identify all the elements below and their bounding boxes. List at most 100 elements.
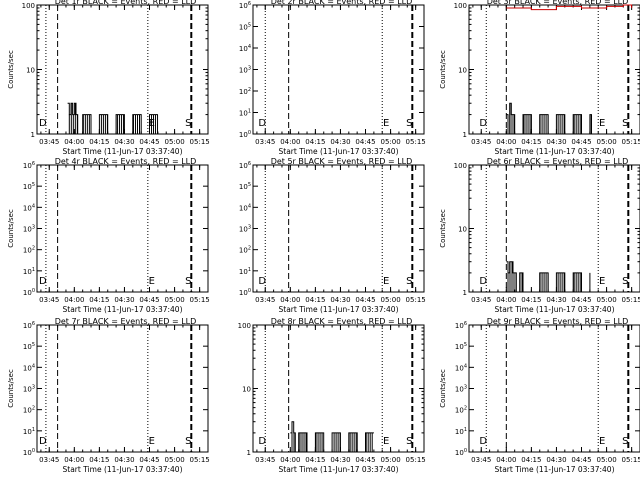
events-trace	[290, 421, 374, 453]
x-tick-label: 04:15	[305, 456, 325, 464]
x-tick-label: 05:00	[164, 296, 184, 304]
x-tick-label: 04:30	[546, 138, 566, 146]
x-tick-label: 05:00	[596, 456, 616, 464]
y-tick-label: 100	[23, 448, 35, 457]
x-axis-label: Start Time (11-Jun-17 03:37:40)	[495, 305, 615, 314]
y-tick-label: 10	[242, 386, 251, 394]
marker-letter-left: D	[258, 276, 266, 287]
y-tick-label: 100	[239, 130, 251, 139]
x-tick-label: 04:30	[114, 456, 134, 464]
x-tick-label: 05:15	[190, 296, 210, 304]
panel-title: Det 3r BLACK = Events, RED = LLD	[487, 0, 629, 6]
y-tick-label: 1	[463, 131, 467, 139]
x-tick-label: 04:30	[330, 296, 350, 304]
x-tick-label: 04:45	[571, 456, 591, 464]
plot-frame	[36, 164, 209, 293]
marker-letter-left: D	[479, 118, 487, 129]
x-tick-label: 04:30	[546, 456, 566, 464]
marker-letter-right: S	[185, 276, 191, 287]
marker-letter-right: S	[406, 276, 412, 287]
y-tick-label: 1	[247, 449, 251, 457]
y-tick-label: 104	[239, 44, 251, 53]
y-tick-label: 105	[23, 342, 35, 351]
panel-det-1r: Det 1r BLACK = Events, RED = LLD 1 10 100 03…	[7, 0, 210, 156]
x-tick-label: 05:00	[380, 456, 400, 464]
x-tick-label: 04:30	[546, 296, 566, 304]
panel-det-2r: Det 2r BLACK = Events, RED = LLD 100 101 10…	[239, 0, 426, 156]
x-tick-label: 04:00	[64, 456, 84, 464]
x-tick-label: 05:00	[164, 456, 184, 464]
y-tick-label: 106	[239, 161, 251, 170]
marker-letter-mid: E	[149, 436, 155, 447]
x-tick-label: 04:00	[64, 296, 84, 304]
x-axis-label: Start Time (11-Jun-17 03:37:40)	[63, 305, 183, 314]
x-axis-label: Start Time (11-Jun-17 03:37:40)	[495, 465, 615, 474]
x-tick-label: 05:00	[380, 138, 400, 146]
plot-frame	[468, 324, 640, 453]
panel-det-7r: Det 7r BLACK = Events, RED = LLD 100 101 10…	[7, 317, 210, 474]
events-trace	[67, 102, 158, 135]
marker-letter-mid: E	[599, 118, 605, 129]
y-tick-label: 105	[23, 182, 35, 191]
x-tick-label: 04:00	[280, 456, 300, 464]
marker-letter-mid: E	[383, 276, 389, 287]
x-tick-label: 03:45	[255, 138, 275, 146]
x-tick-label: 04:00	[496, 296, 516, 304]
x-tick-label: 04:00	[280, 138, 300, 146]
y-tick-label: 101	[239, 267, 251, 276]
marker-letter-left: D	[258, 436, 266, 447]
marker-letter-left: D	[258, 118, 266, 129]
y-tick-label: 102	[23, 406, 35, 415]
x-tick-label: 04:45	[139, 456, 159, 464]
y-tick-label: 102	[455, 406, 467, 415]
x-axis-label: Start Time (11-Jun-17 03:37:40)	[279, 465, 399, 474]
x-tick-label: 05:00	[596, 138, 616, 146]
x-tick-label: 04:15	[305, 296, 325, 304]
x-axis-label: Start Time (11-Jun-17 03:37:40)	[63, 465, 183, 474]
y-tick-label: 105	[239, 23, 251, 32]
marker-letter-left: D	[39, 436, 47, 447]
y-tick-label: 101	[23, 427, 35, 436]
y-tick-label: 103	[23, 225, 35, 234]
x-tick-label: 05:15	[622, 138, 640, 146]
x-tick-label: 05:15	[622, 296, 640, 304]
y-tick-label: 104	[455, 363, 467, 372]
y-tick-label: 101	[23, 267, 35, 276]
marker-letter-right: S	[185, 436, 191, 447]
y-axis-label: Counts/sec	[7, 50, 15, 89]
x-tick-label: 04:15	[521, 296, 541, 304]
y-tick-label: 106	[23, 321, 35, 330]
marker-letter-left: D	[479, 436, 487, 447]
y-tick-label: 100	[23, 288, 35, 297]
y-tick-label: 103	[23, 385, 35, 394]
plot-frame	[36, 324, 209, 453]
x-tick-label: 03:45	[471, 138, 491, 146]
panel-det-9r: Det 9r BLACK = Events, RED = LLD 100 101 10…	[439, 317, 640, 474]
panel-title: Det 2r BLACK = Events, RED = LLD	[271, 0, 413, 6]
events-trace	[506, 261, 591, 293]
x-tick-label: 04:45	[355, 138, 375, 146]
y-tick-label: 102	[23, 246, 35, 255]
x-tick-label: 04:15	[89, 296, 109, 304]
y-tick-label: 104	[23, 203, 35, 212]
x-tick-label: 05:00	[596, 296, 616, 304]
x-axis-label: Start Time (11-Jun-17 03:37:40)	[279, 147, 399, 156]
x-tick-label: 03:45	[255, 456, 275, 464]
x-tick-label: 04:00	[496, 456, 516, 464]
marker-letter-right: S	[622, 276, 628, 287]
y-tick-label: 100	[454, 2, 467, 10]
x-tick-label: 04:30	[114, 138, 134, 146]
marker-letter-right: S	[185, 118, 191, 129]
x-axis-label: Start Time (11-Jun-17 03:37:40)	[63, 147, 183, 156]
panel-det-6r: Det 6r BLACK = Events, RED = LLD 1 10 100 03…	[439, 157, 640, 314]
y-tick-label: 105	[455, 342, 467, 351]
marker-letter-right: S	[622, 436, 628, 447]
marker-letter-right: S	[406, 118, 412, 129]
x-tick-label: 04:15	[521, 138, 541, 146]
panel-title: Det 5r BLACK = Events, RED = LLD	[271, 157, 413, 166]
y-axis-label: Counts/sec	[7, 209, 15, 248]
panel-title: Det 6r BLACK = Events, RED = LLD	[487, 157, 629, 166]
x-tick-label: 03:45	[471, 456, 491, 464]
y-tick-label: 104	[239, 203, 251, 212]
